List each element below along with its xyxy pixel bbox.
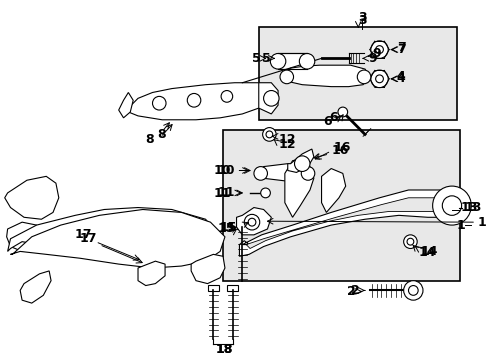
Circle shape: [370, 41, 387, 58]
Polygon shape: [7, 222, 41, 251]
Polygon shape: [245, 198, 446, 248]
Text: 1: 1: [477, 216, 486, 229]
Circle shape: [221, 90, 232, 102]
Text: 15: 15: [219, 221, 236, 234]
Circle shape: [403, 235, 416, 248]
Text: 3: 3: [358, 11, 366, 24]
Text: 6: 6: [323, 115, 331, 128]
Circle shape: [432, 186, 470, 225]
Text: 16: 16: [332, 141, 350, 154]
Polygon shape: [191, 255, 224, 284]
Text: 2: 2: [346, 285, 355, 298]
Circle shape: [253, 167, 267, 180]
Circle shape: [357, 70, 370, 84]
Polygon shape: [128, 83, 271, 120]
Text: 1: 1: [226, 221, 235, 234]
Circle shape: [260, 188, 270, 198]
Polygon shape: [138, 261, 165, 285]
Polygon shape: [285, 159, 313, 217]
Circle shape: [280, 70, 293, 84]
Polygon shape: [283, 65, 369, 87]
Bar: [258, 27, 456, 120]
Text: 13: 13: [460, 201, 477, 214]
Text: 2: 2: [350, 284, 359, 297]
Text: 9: 9: [372, 47, 381, 60]
Text: 12: 12: [278, 138, 295, 151]
Circle shape: [375, 46, 383, 54]
Circle shape: [442, 196, 461, 215]
Text: 3: 3: [358, 14, 366, 27]
Polygon shape: [287, 149, 313, 172]
Polygon shape: [236, 208, 271, 235]
Circle shape: [406, 238, 413, 245]
Polygon shape: [119, 93, 133, 118]
Polygon shape: [8, 208, 215, 258]
Circle shape: [299, 54, 314, 69]
Polygon shape: [5, 176, 59, 219]
Text: 4: 4: [396, 72, 405, 85]
Bar: [223, 130, 459, 281]
Circle shape: [247, 218, 255, 226]
Text: 8: 8: [145, 133, 154, 146]
Text: 9: 9: [367, 52, 376, 65]
Circle shape: [370, 70, 387, 87]
Text: 5: 5: [261, 52, 270, 65]
Text: 11: 11: [213, 188, 230, 201]
Text: 8: 8: [157, 128, 165, 141]
Polygon shape: [258, 83, 278, 114]
Text: 16: 16: [330, 144, 348, 157]
Text: 10: 10: [217, 164, 234, 177]
Circle shape: [263, 90, 279, 106]
Circle shape: [337, 107, 347, 117]
Circle shape: [270, 54, 285, 69]
Circle shape: [244, 214, 259, 230]
Circle shape: [262, 127, 276, 141]
Text: 17: 17: [74, 228, 92, 241]
Text: 12: 12: [278, 133, 295, 146]
Text: 14: 14: [417, 246, 435, 259]
Text: 6: 6: [328, 111, 337, 124]
Text: 15: 15: [217, 222, 234, 235]
Text: 14: 14: [419, 245, 437, 258]
Circle shape: [301, 167, 314, 180]
Text: 1: 1: [456, 219, 465, 231]
Polygon shape: [239, 190, 454, 256]
Text: 7: 7: [396, 43, 405, 56]
Text: 17: 17: [80, 232, 98, 245]
Text: 10: 10: [213, 164, 230, 177]
Circle shape: [403, 281, 422, 300]
Polygon shape: [20, 271, 51, 303]
Polygon shape: [321, 168, 345, 212]
Polygon shape: [236, 222, 247, 229]
Polygon shape: [207, 284, 219, 291]
Circle shape: [294, 156, 309, 171]
Polygon shape: [278, 54, 306, 69]
Circle shape: [265, 131, 272, 138]
Text: 18: 18: [215, 343, 232, 356]
Polygon shape: [226, 284, 238, 291]
Text: 4: 4: [396, 71, 405, 84]
Text: 7: 7: [396, 41, 405, 54]
Circle shape: [187, 94, 201, 107]
Circle shape: [375, 75, 383, 83]
Polygon shape: [255, 164, 313, 183]
Text: 13: 13: [464, 201, 481, 214]
Polygon shape: [10, 210, 224, 268]
Text: 11: 11: [217, 186, 234, 199]
Text: 5: 5: [251, 52, 260, 65]
Circle shape: [407, 285, 417, 295]
Text: 18: 18: [215, 343, 232, 356]
Circle shape: [152, 96, 166, 110]
